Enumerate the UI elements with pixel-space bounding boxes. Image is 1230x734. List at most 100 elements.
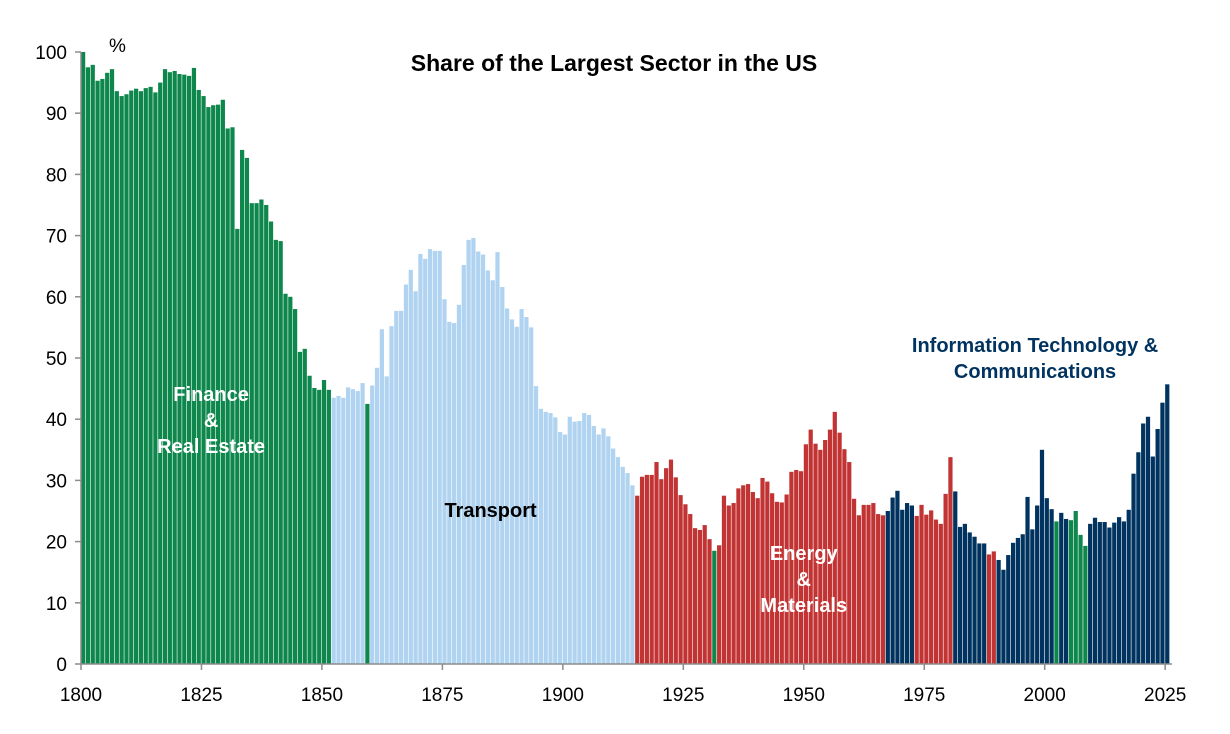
bar-1893 bbox=[529, 327, 534, 664]
bar-1989 bbox=[991, 551, 996, 664]
bar-2013 bbox=[1107, 527, 1112, 664]
bar-1942 bbox=[765, 481, 770, 664]
bar-2014 bbox=[1112, 522, 1117, 664]
y-tick-label-80: 80 bbox=[46, 165, 67, 186]
bar-1838 bbox=[264, 205, 269, 664]
bar-2025 bbox=[1165, 384, 1170, 664]
bar-1904 bbox=[582, 413, 587, 664]
bar-1867 bbox=[403, 284, 409, 664]
bar-1872 bbox=[427, 249, 433, 664]
bar-1910 bbox=[611, 448, 616, 664]
bar-1943 bbox=[770, 493, 775, 664]
x-tick-label-1825: 1825 bbox=[180, 685, 222, 706]
bar-1870 bbox=[418, 253, 423, 664]
bar-2010 bbox=[1092, 517, 1098, 664]
bar-1957 bbox=[837, 432, 842, 664]
bar-1881 bbox=[471, 238, 476, 665]
annotations-group: Finance & Real Estate Transport Energy & Mater… bbox=[157, 335, 1158, 617]
y-unit-label: % bbox=[109, 36, 126, 57]
bar-1918 bbox=[649, 474, 654, 664]
bar-2016 bbox=[1121, 521, 1127, 664]
bar-1937 bbox=[741, 485, 746, 664]
bar-1832 bbox=[235, 228, 240, 664]
x-tick-label-2025: 2025 bbox=[1144, 685, 1186, 706]
bar-1845 bbox=[297, 351, 303, 664]
bar-1905 bbox=[586, 414, 592, 664]
bar-1811 bbox=[134, 88, 139, 665]
bar-1977 bbox=[933, 519, 939, 664]
annotation-finance-line-2: Real Estate bbox=[157, 436, 265, 458]
bar-1935 bbox=[731, 503, 736, 664]
bar-2023 bbox=[1155, 428, 1160, 664]
bar-1958 bbox=[842, 449, 847, 664]
bar-1976 bbox=[929, 510, 934, 664]
bar-1863 bbox=[384, 376, 389, 664]
bar-1823 bbox=[191, 67, 197, 664]
bar-1852 bbox=[331, 397, 336, 664]
bar-1932 bbox=[717, 545, 722, 664]
annotation-finance-line-1: & bbox=[204, 410, 218, 432]
bar-1849 bbox=[317, 389, 322, 664]
bar-1827 bbox=[211, 105, 216, 665]
annotation-energy-line-2: Materials bbox=[760, 595, 847, 617]
bar-2021 bbox=[1145, 416, 1151, 664]
bar-1890 bbox=[514, 326, 519, 664]
bar-2024 bbox=[1160, 402, 1165, 664]
bar-1813 bbox=[143, 88, 148, 665]
bar-2020 bbox=[1141, 423, 1146, 664]
axes-group: 0 10 20 30 40 50 60 70 80 90 100 1800 1825 1850 1875 19… bbox=[35, 43, 1186, 706]
bar-1833 bbox=[240, 149, 245, 665]
bar-1939 bbox=[750, 492, 755, 664]
bar-1923 bbox=[673, 477, 678, 664]
bar-2019 bbox=[1136, 452, 1141, 664]
y-tick-label-50: 50 bbox=[46, 349, 67, 370]
bar-1805 bbox=[105, 72, 110, 664]
bar-1810 bbox=[129, 90, 134, 664]
bar-1819 bbox=[172, 70, 177, 665]
bar-1990 bbox=[996, 559, 1001, 664]
bar-1844 bbox=[293, 309, 298, 664]
bar-1909 bbox=[606, 436, 611, 664]
y-tick-label-70: 70 bbox=[46, 227, 67, 248]
bar-1808 bbox=[119, 96, 124, 664]
bar-1894 bbox=[533, 386, 539, 664]
bar-1803 bbox=[95, 80, 100, 664]
bar-1817 bbox=[162, 69, 168, 664]
bar-1860 bbox=[370, 385, 375, 664]
bar-1884 bbox=[485, 270, 490, 664]
bars-group bbox=[81, 52, 1170, 665]
bar-1871 bbox=[423, 258, 428, 664]
bar-2022 bbox=[1150, 456, 1155, 664]
bar-1883 bbox=[480, 254, 486, 664]
bar-1971 bbox=[904, 503, 910, 664]
bar-1891 bbox=[519, 309, 524, 664]
bar-1953 bbox=[818, 449, 823, 664]
bar-2007 bbox=[1078, 534, 1083, 664]
bar-2000 bbox=[1044, 498, 1049, 664]
bar-1877 bbox=[452, 323, 457, 664]
x-tick-label-1850: 1850 bbox=[301, 685, 343, 706]
bar-1861 bbox=[374, 367, 380, 664]
bar-1855 bbox=[346, 387, 351, 664]
bar-1954 bbox=[823, 440, 828, 664]
bar-1930 bbox=[707, 539, 712, 664]
bar-1835 bbox=[249, 203, 254, 664]
bar-1887 bbox=[500, 287, 505, 664]
bar-1996 bbox=[1025, 496, 1030, 664]
bar-1880 bbox=[466, 239, 471, 664]
bar-1847 bbox=[307, 375, 312, 664]
annotation-tech-line-1: Communications bbox=[954, 361, 1116, 383]
bar-1921 bbox=[664, 468, 669, 664]
bar-1885 bbox=[490, 280, 495, 664]
y-tick-label-0: 0 bbox=[56, 655, 67, 676]
bar-1975 bbox=[924, 514, 929, 664]
bar-1931 bbox=[712, 550, 717, 664]
bar-1841 bbox=[278, 241, 283, 665]
bar-1950 bbox=[803, 444, 808, 664]
bar-1986 bbox=[977, 543, 982, 664]
bar-1966 bbox=[880, 515, 886, 664]
bar-1994 bbox=[1015, 537, 1021, 664]
bar-1868 bbox=[408, 269, 413, 664]
bar-1840 bbox=[273, 239, 278, 664]
bar-1944 bbox=[774, 501, 780, 664]
